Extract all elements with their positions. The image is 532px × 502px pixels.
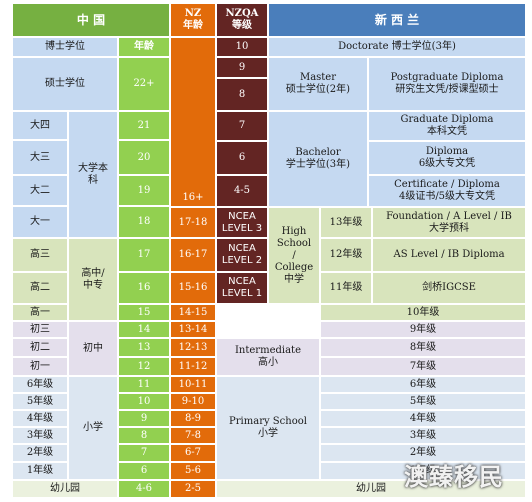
china-age-13: 13 — [118, 338, 170, 357]
nz-year-4: 4年级 — [320, 410, 526, 427]
china-masters-age: 22+ — [118, 57, 170, 111]
china-age-21: 21 — [118, 111, 170, 140]
nz-primary-school: Primary School 小学 — [216, 376, 320, 480]
nzqa-level-8: 8 — [216, 78, 268, 111]
nz-age-5-6: 5-6 — [170, 462, 216, 480]
header-china: 中 国 — [12, 3, 170, 37]
nz-year-13: 13年级 — [320, 207, 372, 238]
china-age-20: 20 — [118, 140, 170, 175]
header-nz-age: NZ 年龄 — [170, 3, 216, 37]
china-age-11: 11 — [118, 376, 170, 393]
china-age-4-6: 4-6 — [118, 480, 170, 498]
nz-year-5: 5年级 — [320, 393, 526, 410]
china-g2: 2年级 — [12, 444, 68, 462]
china-age-17: 17 — [118, 238, 170, 272]
nz-igcse: 剑桥IGCSE — [372, 272, 526, 304]
nz-age-8-9: 8-9 — [170, 410, 216, 427]
china-age-18: 18 — [118, 206, 170, 238]
nzqa-ncea-1: NCEA LEVEL 1 — [216, 272, 268, 304]
nz-year-12: 12年级 — [320, 238, 372, 272]
nz-year-10: 10年级 — [320, 304, 526, 321]
nz-year-11: 11年级 — [320, 272, 372, 304]
nz-age-12-13: 12-13 — [170, 338, 216, 357]
china-age-15: 15 — [118, 304, 170, 321]
china-age-8: 8 — [118, 427, 170, 444]
china-gao1: 高一 — [12, 304, 68, 321]
nz-age-15-16: 15-16 — [170, 272, 216, 304]
nz-age-14-15: 14-15 — [170, 304, 216, 321]
china-age-7: 7 — [118, 444, 170, 462]
nz-age-6-7: 6-7 — [170, 444, 216, 462]
china-chu1: 初一 — [12, 357, 68, 376]
china-undergrad-group: 大学本 科 — [68, 111, 118, 238]
nz-blank-area — [216, 304, 320, 338]
china-g1: 1年级 — [12, 462, 68, 480]
china-g3: 3年级 — [12, 427, 68, 444]
china-gao2: 高二 — [12, 272, 68, 304]
china-da2: 大二 — [12, 175, 68, 206]
china-g5: 5年级 — [12, 393, 68, 410]
nz-age-13-14: 13-14 — [170, 321, 216, 338]
china-age-19: 19 — [118, 175, 170, 206]
china-da1: 大一 — [12, 206, 68, 238]
nz-age-9-10: 9-10 — [170, 393, 216, 410]
china-age-6: 6 — [118, 462, 170, 480]
china-highschool-group: 高中/ 中专 — [68, 238, 118, 321]
nzqa-ncea-3: NCEA LEVEL 3 — [216, 207, 268, 238]
nz-year-1: 1年级 — [320, 462, 526, 480]
china-primary-group: 小学 — [68, 376, 118, 480]
nz-age-16-17: 16-17 — [170, 238, 216, 272]
nzqa-level-7: 7 — [216, 111, 268, 141]
nz-graduate-diploma: Graduate Diploma 本科文凭 — [368, 111, 526, 141]
nz-age-11-12: 11-12 — [170, 357, 216, 376]
china-chu2: 初二 — [12, 338, 68, 357]
watermark-logo: 澳臻移民 — [404, 462, 504, 491]
china-age-9: 9 — [118, 410, 170, 427]
nz-age-17-18: 17-18 — [170, 207, 216, 238]
nz-age-10-11: 10-11 — [170, 376, 216, 393]
nz-high-school: High School / College 中学 — [268, 207, 320, 304]
nz-bachelor: Bachelor 学士学位(3年) — [268, 111, 368, 207]
nz-as-level: AS Level / IB Diploma — [372, 238, 526, 272]
china-age-10: 10 — [118, 393, 170, 410]
china-chu3: 初三 — [12, 321, 68, 338]
nz-year-2: 2年级 — [320, 444, 526, 462]
nzqa-level-10: 10 — [216, 37, 268, 57]
nz-diploma: Diploma 6级大专文凭 — [368, 141, 526, 175]
nz-intermediate: Intermediate 高小 — [216, 338, 320, 376]
nz-master: Master 硕士学位(2年) — [268, 57, 368, 111]
nz-age-uni: 16+ — [170, 37, 216, 207]
china-g6: 6年级 — [12, 376, 68, 393]
china-gao3: 高三 — [12, 238, 68, 272]
china-phd: 博士学位 — [12, 37, 118, 57]
nzqa-level-9: 9 — [216, 57, 268, 78]
china-g4: 4年级 — [12, 410, 68, 427]
china-masters: 硕士学位 — [12, 57, 118, 111]
nz-year-3: 3年级 — [320, 427, 526, 444]
china-age-label: 年龄 — [118, 37, 170, 57]
nz-postgraduate-diploma: Postgraduate Diploma 研究生文凭/授课型硕士 — [368, 57, 526, 111]
nz-year-7: 7年级 — [320, 357, 526, 376]
china-age-16: 16 — [118, 272, 170, 304]
nz-year-9: 9年级 — [320, 321, 526, 338]
nz-doctorate: Doctorate 博士学位(3年) — [268, 37, 526, 57]
china-da3: 大三 — [12, 140, 68, 175]
china-da4: 大四 — [12, 111, 68, 140]
header-new-zealand: 新 西 兰 — [268, 3, 526, 37]
header-nzqa: NZQA 等级 — [216, 3, 268, 37]
nzqa-level-6: 6 — [216, 141, 268, 175]
nz-year-6: 6年级 — [320, 376, 526, 393]
china-middle-group: 初中 — [68, 321, 118, 376]
nzqa-level-4-5: 4-5 — [216, 175, 268, 207]
china-age-12: 12 — [118, 357, 170, 376]
nz-year-8: 8年级 — [320, 338, 526, 357]
china-age-14: 14 — [118, 321, 170, 338]
china-kindergarten: 幼儿园 — [12, 480, 118, 498]
nz-age-7-8: 7-8 — [170, 427, 216, 444]
nz-age-2-5: 2-5 — [170, 480, 216, 498]
nz-certificate: Certificate / Diploma 4级证书/5级大专文凭 — [368, 175, 526, 207]
nzqa-ncea-2: NCEA LEVEL 2 — [216, 238, 268, 272]
nz-kindergarten: 幼儿园 — [216, 480, 526, 498]
nz-foundation: Foundation / A Level / IB 大学预科 — [372, 207, 526, 238]
